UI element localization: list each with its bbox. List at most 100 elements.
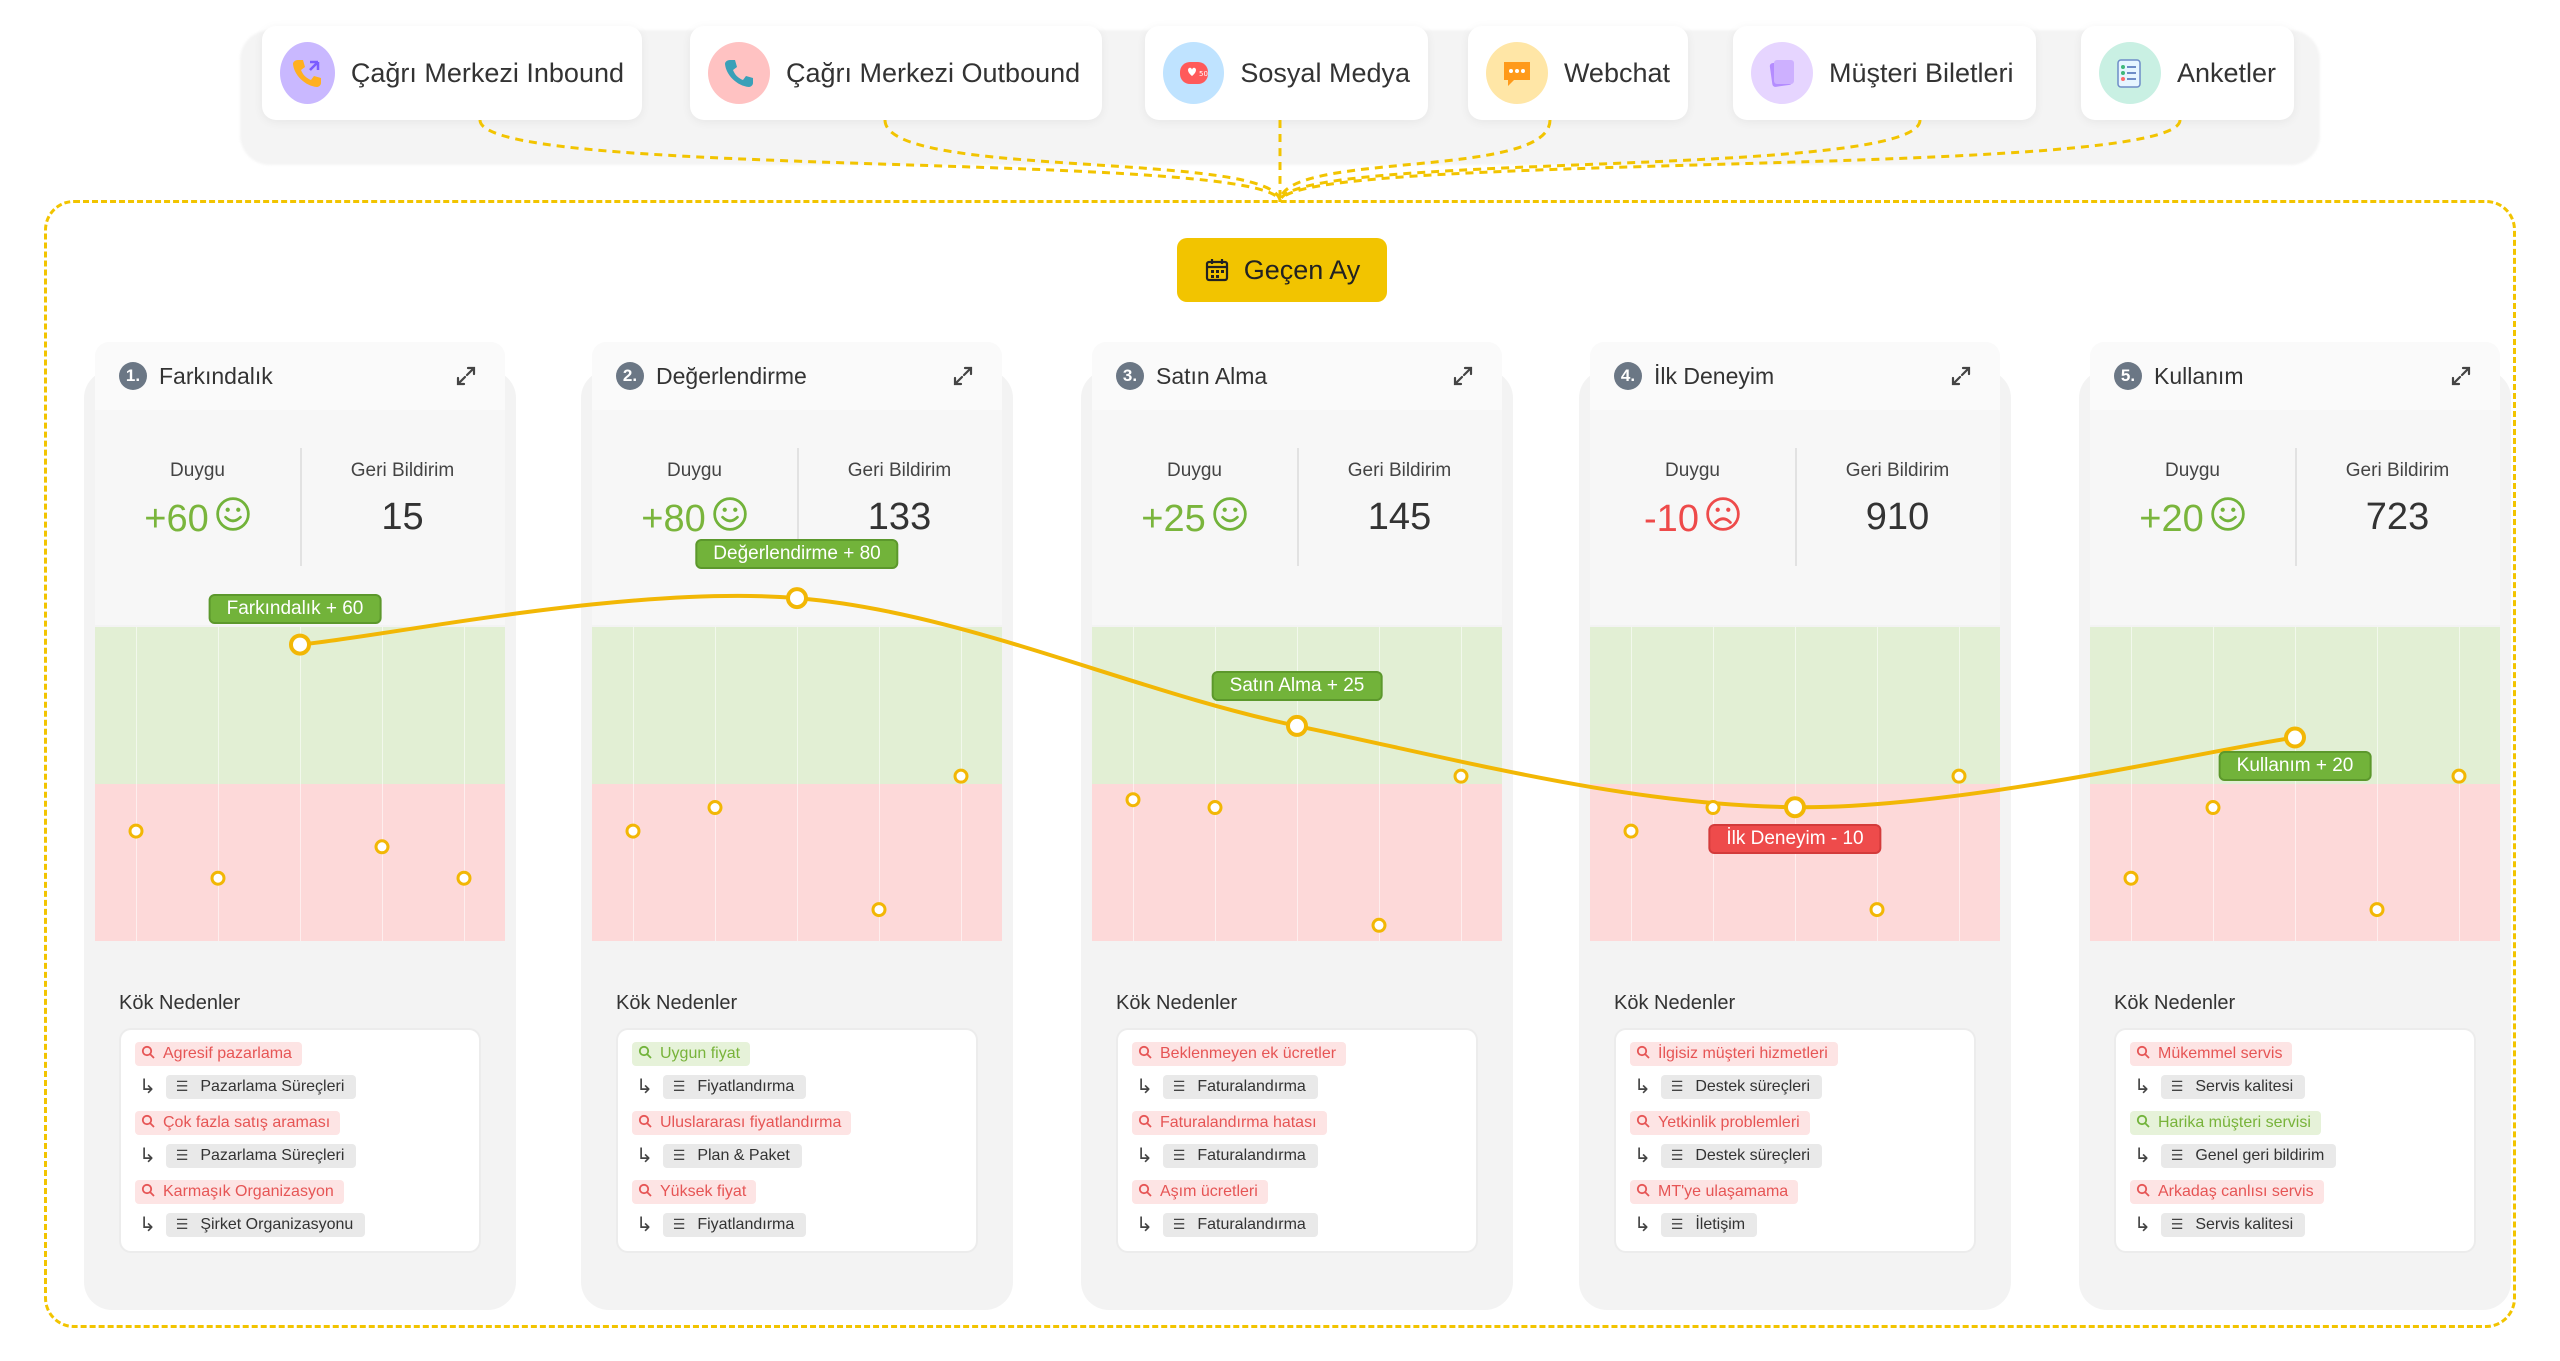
- cause-text: Agresif pazarlama: [163, 1045, 292, 1062]
- category-tag[interactable]: ☰ Servis kalitesi: [2160, 1074, 2306, 1099]
- chart-gridline: [879, 627, 880, 941]
- cause-tag[interactable]: Uluslararası fiyatlandırma: [632, 1111, 852, 1135]
- magnifier-icon: [1636, 1114, 1650, 1133]
- root-causes-title: Kök Nedenler: [616, 992, 738, 1014]
- magnifier-icon: [1138, 1114, 1152, 1133]
- magnifier-icon: [1636, 1045, 1650, 1064]
- cause-tag[interactable]: Agresif pazarlama: [135, 1042, 302, 1066]
- cause-tag[interactable]: Mükemmel servis: [2130, 1042, 2293, 1066]
- category-tag[interactable]: ☰ Pazarlama Süreçleri: [165, 1143, 357, 1168]
- cause-text: Mükemmel servis: [2158, 1045, 2283, 1062]
- stage-number: 1.: [119, 362, 147, 390]
- cause-tag[interactable]: Yüksek fiyat: [632, 1180, 757, 1204]
- stage-number: 3.: [1116, 362, 1144, 390]
- cause-category-row: ↳ ☰ Şirket Organizasyonu: [135, 1212, 465, 1237]
- expand-icon[interactable]: [948, 361, 978, 391]
- category-text: Servis kalitesi: [2195, 1215, 2294, 1233]
- cause-tag[interactable]: Faturalandırma hatası: [1132, 1111, 1327, 1135]
- root-cause: Yetkinlik problemleri ↳ ☰ Destek süreçle…: [1630, 1111, 1960, 1180]
- expand-icon[interactable]: [451, 361, 481, 391]
- source-label: Webchat: [1563, 57, 1670, 88]
- chart-gridline: [2377, 627, 2378, 941]
- cause-tag[interactable]: Yetkinlik problemleri: [1630, 1111, 1810, 1135]
- root-cause: Aşım ücretleri ↳ ☰ Faturalandırma: [1132, 1180, 1462, 1249]
- cause-text: MT'ye ulaşamama: [1658, 1183, 1789, 1200]
- root-cause: Agresif pazarlama ↳ ☰ Pazarlama Süreçler…: [135, 1042, 465, 1111]
- cause-tag[interactable]: MT'ye ulaşamama: [1630, 1180, 1799, 1204]
- cause-tag[interactable]: Harika müşteri servisi: [2130, 1111, 2321, 1135]
- feedback-metric: Geri Bildirim 145: [1297, 460, 1502, 539]
- root-causes-title: Kök Nedenler: [2114, 992, 2236, 1014]
- root-causes-list: Beklenmeyen ek ücretler ↳ ☰ Faturalandır…: [1116, 1028, 1478, 1253]
- period-button[interactable]: Geçen Ay: [1177, 238, 1387, 302]
- expand-icon[interactable]: [1946, 361, 1976, 391]
- cause-category-row: ↳ ☰ Pazarlama Süreçleri: [135, 1074, 465, 1099]
- source-survey[interactable]: Anketler: [2081, 26, 2294, 120]
- source-phone-outbound[interactable]: Çağrı Merkezi Outbound: [690, 26, 1102, 120]
- category-tag[interactable]: ☰ Destek süreçleri: [1660, 1074, 1823, 1099]
- cause-tag[interactable]: Çok fazla satış araması: [135, 1111, 341, 1135]
- list-icon: ☰: [175, 1147, 189, 1163]
- category-tag[interactable]: ☰ Servis kalitesi: [2160, 1212, 2306, 1237]
- chart-gridline: [961, 627, 962, 941]
- cause-tag[interactable]: Beklenmeyen ek ücretler: [1132, 1042, 1347, 1066]
- category-tag[interactable]: ☰ Faturalandırma: [1162, 1074, 1318, 1099]
- cause-tag[interactable]: Arkadaş canlısı servis: [2130, 1180, 2324, 1204]
- cause-tag[interactable]: Aşım ücretleri: [1132, 1180, 1268, 1204]
- category-text: Genel geri bildirim: [2195, 1146, 2325, 1164]
- feedback-metric: Geri Bildirim 15: [300, 460, 505, 539]
- subdirectory-arrow-icon: ↳: [1136, 1214, 1153, 1236]
- cause-tag[interactable]: Karmaşık Organizasyon: [135, 1180, 344, 1204]
- category-tag[interactable]: ☰ Fiyatlandırma: [662, 1212, 807, 1237]
- category-text: Pazarlama Süreçleri: [200, 1077, 345, 1095]
- smile-icon: [712, 496, 748, 542]
- cause-tag[interactable]: Uygun fiyat: [632, 1042, 751, 1066]
- list-icon: ☰: [672, 1078, 686, 1094]
- survey-icon: [2099, 42, 2161, 104]
- cause-text: Yetkinlik problemleri: [1658, 1114, 1800, 1131]
- list-icon: ☰: [1670, 1216, 1684, 1232]
- cause-tag[interactable]: İlgisiz müşteri hizmetleri: [1630, 1042, 1838, 1066]
- category-tag[interactable]: ☰ Genel geri bildirim: [2160, 1143, 2337, 1168]
- stage-header: 1. Farkındalık: [95, 342, 505, 410]
- subdirectory-arrow-icon: ↳: [1634, 1076, 1651, 1098]
- category-tag[interactable]: ☰ Pazarlama Süreçleri: [165, 1074, 357, 1099]
- root-cause: Uygun fiyat ↳ ☰ Fiyatlandırma: [632, 1042, 962, 1111]
- category-tag[interactable]: ☰ Destek süreçleri: [1660, 1143, 1823, 1168]
- category-tag[interactable]: ☰ Şirket Organizasyonu: [165, 1212, 366, 1237]
- stage-title: Kullanım: [2154, 362, 2244, 389]
- category-tag[interactable]: ☰ İletişim: [1660, 1212, 1758, 1237]
- source-webchat[interactable]: Webchat: [1468, 26, 1688, 120]
- list-icon: ☰: [672, 1216, 686, 1232]
- cause-text: İlgisiz müşteri hizmetleri: [1658, 1045, 1828, 1062]
- sentiment-metric: Duygu -10: [1590, 460, 1795, 542]
- category-text: Faturalandırma: [1197, 1146, 1306, 1164]
- sentiment-label: Duygu: [2165, 460, 2220, 481]
- source-ticket[interactable]: Müşteri Biletleri: [1733, 26, 2036, 120]
- magnifier-icon: [638, 1114, 652, 1133]
- magnifier-icon: [638, 1183, 652, 1202]
- category-tag[interactable]: ☰ Fiyatlandırma: [662, 1074, 807, 1099]
- list-icon: ☰: [2170, 1147, 2184, 1163]
- stage-title: Farkındalık: [159, 362, 273, 389]
- stage-metrics: Duygu +60 Geri Bildirim 15: [95, 410, 505, 625]
- sentiment-value: +25: [1141, 497, 1206, 540]
- category-tag[interactable]: ☰ Faturalandırma: [1162, 1212, 1318, 1237]
- root-cause: İlgisiz müşteri hizmetleri ↳ ☰ Destek sü…: [1630, 1042, 1960, 1111]
- cause-text: Uluslararası fiyatlandırma: [660, 1114, 842, 1131]
- cause-text: Arkadaş canlısı servis: [2158, 1183, 2314, 1200]
- list-icon: ☰: [175, 1216, 189, 1232]
- source-social-media[interactable]: 50 Sosyal Medya: [1145, 26, 1428, 120]
- cause-category-row: ↳ ☰ Fiyatlandırma: [632, 1074, 962, 1099]
- root-cause: Karmaşık Organizasyon ↳ ☰ Şirket Organiz…: [135, 1180, 465, 1249]
- stage-metrics: Duygu -10 Geri Bildirim 910: [1590, 410, 2000, 625]
- source-label: Anketler: [2176, 57, 2276, 88]
- feedback-metric: Geri Bildirim 723: [2295, 460, 2500, 539]
- category-tag[interactable]: ☰ Faturalandırma: [1162, 1143, 1318, 1168]
- source-phone-inbound[interactable]: Çağrı Merkezi Inbound: [262, 26, 642, 120]
- expand-icon[interactable]: [1448, 361, 1478, 391]
- expand-icon[interactable]: [2446, 361, 2476, 391]
- category-text: Fiyatlandırma: [697, 1077, 795, 1095]
- category-tag[interactable]: ☰ Plan & Paket: [662, 1143, 802, 1168]
- chart-gridline: [1959, 627, 1960, 941]
